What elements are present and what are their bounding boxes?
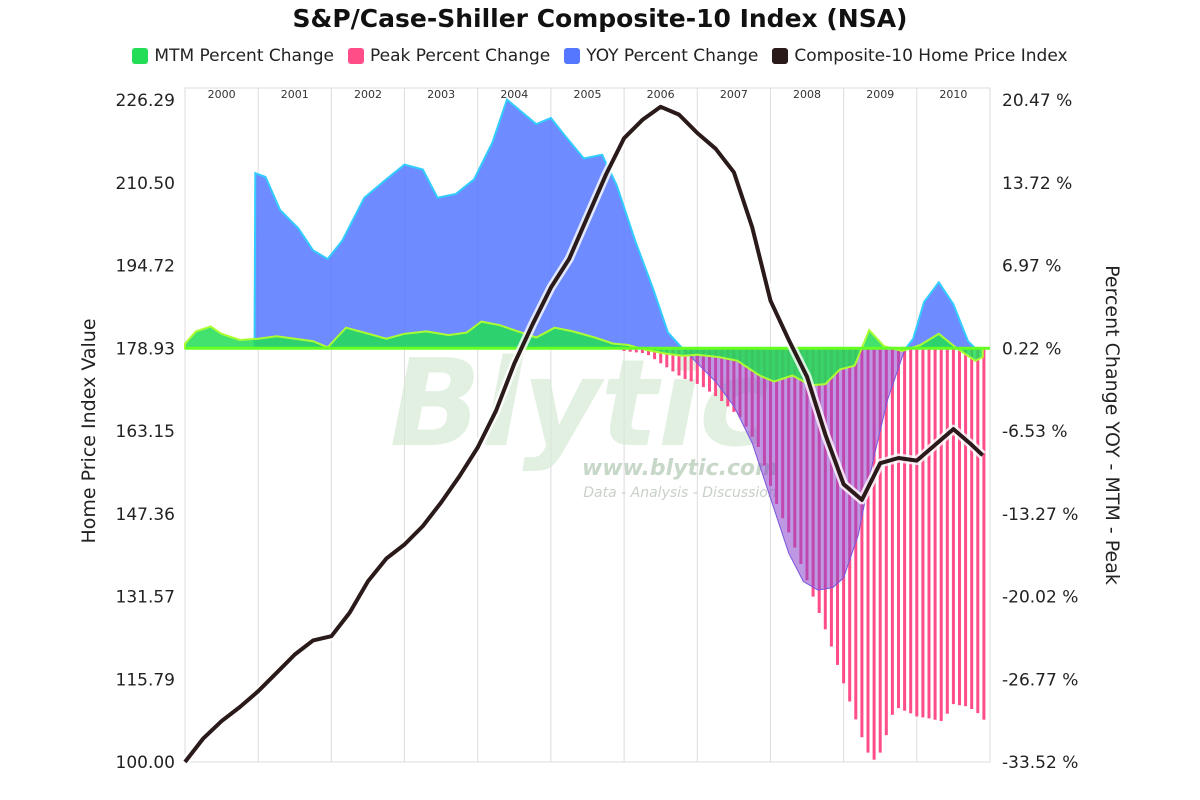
legend-item[interactable]: Composite-10 Home Price Index (772, 46, 1068, 66)
peak-bar (951, 348, 955, 705)
left-tick-label: 115.79 (116, 670, 175, 690)
peak-bar (958, 348, 961, 706)
year-label: 2009 (866, 88, 894, 101)
right-tick-label: 20.47 % (1002, 91, 1072, 111)
peak-bar (921, 348, 925, 718)
year-label: 2010 (939, 88, 967, 101)
peak-bar (647, 348, 650, 356)
right-tick-label: 13.72 % (1002, 174, 1072, 194)
legend-item[interactable]: Peak Percent Change (348, 46, 550, 66)
yoy-area (253, 97, 684, 352)
left-tick-label: 147.36 (116, 505, 175, 525)
chart-title: S&P/Case-Shiller Composite-10 Index (NSA… (292, 4, 908, 33)
year-label: 2005 (574, 88, 602, 101)
left-tick-label: 210.50 (116, 174, 175, 194)
year-label: 2001 (281, 88, 309, 101)
right-axis-title: Percent Change YOY - MTM - Peak (1101, 265, 1123, 585)
right-tick-label: -6.53 % (1002, 422, 1068, 442)
peak-bar (970, 348, 974, 709)
left-tick-label: 100.00 (116, 753, 175, 773)
peak-bar (939, 348, 943, 721)
right-tick-label: 6.97 % (1002, 257, 1061, 277)
peak-bar (659, 348, 663, 364)
peak-bar (671, 348, 675, 372)
left-tick-label: 226.29 (116, 91, 175, 111)
peak-bar (683, 348, 687, 379)
legend-label: MTM Percent Change (154, 46, 334, 66)
right-tick-label: -26.77 % (1002, 670, 1078, 690)
peak-bar (878, 348, 882, 753)
peak-bar (695, 348, 699, 384)
watermark-tagline: Data - Analysis - Discussion (583, 485, 776, 501)
legend: MTM Percent Change Peak Percent Change YOY… (0, 46, 1200, 66)
peak-bar (890, 348, 894, 715)
watermark-url: www.blytic.com (582, 456, 778, 481)
mtm-area (184, 320, 984, 387)
peak-bar (964, 348, 968, 707)
left-axis-title: Home Price Index Value (78, 318, 100, 543)
legend-swatch (348, 48, 364, 64)
yoy-negative-area (682, 347, 907, 591)
legend-swatch (132, 48, 149, 64)
peak-bar (903, 348, 907, 711)
peak-bar (982, 348, 986, 720)
left-tick-label: 163.15 (116, 422, 175, 442)
legend-swatch (564, 48, 581, 64)
peak-bar (689, 348, 693, 382)
peak-bar (945, 348, 949, 714)
year-label: 2006 (647, 88, 675, 101)
right-tick-label: -13.27 % (1002, 505, 1078, 525)
peak-bar (884, 348, 888, 736)
year-label: 2002 (354, 88, 382, 101)
peak-bar (860, 348, 864, 738)
left-tick-label: 131.57 (116, 588, 175, 608)
index-line (183, 104, 985, 764)
right-tick-label: 0.22 % (1002, 339, 1061, 359)
left-tick-label: 194.72 (116, 257, 175, 277)
right-tick-label: -33.52 % (1002, 753, 1078, 773)
peak-bar (677, 348, 681, 376)
legend-label: Composite-10 Home Price Index (794, 46, 1068, 66)
year-label: 2008 (793, 88, 821, 101)
peak-bar (976, 348, 980, 714)
year-label: 2003 (427, 88, 455, 101)
peak-bar (628, 348, 632, 352)
peak-bar (634, 348, 638, 353)
peak-bar (640, 348, 644, 353)
peak-bar (909, 348, 913, 714)
left-tick-label: 178.93 (116, 339, 175, 359)
peak-bar (872, 348, 876, 760)
legend-item[interactable]: MTM Percent Change (132, 46, 334, 66)
peak-bar (665, 348, 669, 368)
year-label: 2004 (500, 88, 528, 101)
legend-label: YOY Percent Change (586, 46, 759, 66)
legend-swatch (772, 48, 789, 64)
peak-bar (897, 348, 900, 709)
right-tick-label: -20.02 % (1002, 588, 1078, 608)
peak-bar (915, 348, 919, 717)
legend-item[interactable]: YOY Percent Change (564, 46, 758, 66)
year-label: 2000 (208, 88, 236, 101)
year-label: 2007 (720, 88, 748, 101)
peak-bar (927, 348, 931, 719)
peak-bar (933, 348, 937, 720)
legend-label: Peak Percent Change (370, 46, 551, 66)
peak-bar (866, 348, 870, 753)
peak-bar (653, 348, 657, 360)
